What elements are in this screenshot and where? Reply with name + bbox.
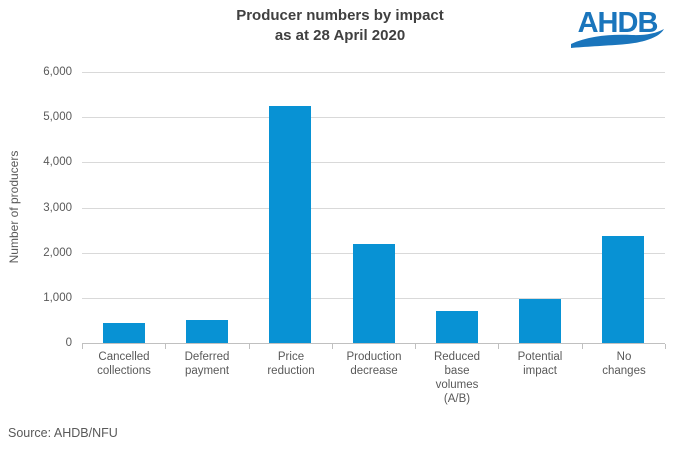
y-tick-label: 4,000 bbox=[43, 156, 72, 168]
bar bbox=[186, 320, 228, 343]
x-axis-tick bbox=[498, 344, 499, 349]
x-axis-tick bbox=[82, 344, 83, 349]
x-category-label: Deferred payment bbox=[184, 351, 230, 377]
chart-title-line1: Producer numbers by impact bbox=[236, 7, 444, 24]
gridline bbox=[82, 208, 665, 209]
x-category-label: Price reduction bbox=[267, 351, 315, 377]
x-category-label: Production decrease bbox=[346, 351, 402, 377]
y-tick-label: 5,000 bbox=[43, 111, 72, 123]
ahdb-logo: AHDB bbox=[571, 7, 664, 48]
ahdb-logo-wave-icon bbox=[571, 29, 664, 48]
x-category-label: Potential impact bbox=[517, 351, 563, 377]
chart-title: Producer numbers by impact as at 28 Apri… bbox=[0, 6, 680, 46]
x-axis-tick bbox=[665, 344, 666, 349]
x-axis-line bbox=[82, 343, 665, 344]
x-category-label: No changes bbox=[602, 351, 646, 377]
chart-title-line2: as at 28 April 2020 bbox=[274, 27, 406, 44]
x-axis-tick bbox=[249, 344, 250, 349]
y-tick-label: 6,000 bbox=[43, 66, 72, 78]
y-tick-label: 0 bbox=[65, 337, 72, 349]
plot-area: 0 1,000 2,000 3,000 4,000 5,000 6,000 Cancelled… bbox=[43, 66, 666, 405]
source-text: Source: AHDB/NFU bbox=[8, 426, 118, 440]
y-tick-label: 2,000 bbox=[43, 247, 72, 259]
gridline bbox=[82, 117, 665, 118]
x-category-label: Cancelled collections bbox=[97, 351, 151, 377]
bar bbox=[436, 311, 478, 343]
bar bbox=[353, 244, 395, 343]
ahdb-logo-text: AHDB bbox=[578, 7, 658, 39]
x-axis-tick bbox=[332, 344, 333, 349]
y-tick-label: 3,000 bbox=[43, 202, 72, 214]
bar bbox=[602, 236, 644, 343]
bar bbox=[103, 323, 145, 343]
y-tick-label: 1,000 bbox=[43, 292, 72, 304]
x-axis-tick bbox=[165, 344, 166, 349]
bar bbox=[519, 299, 561, 343]
gridline bbox=[82, 72, 665, 73]
x-category-label: Reduced base volumes (A/B) bbox=[433, 351, 481, 405]
bar bbox=[269, 106, 311, 343]
x-axis-tick bbox=[582, 344, 583, 349]
gridline bbox=[82, 162, 665, 163]
x-axis-tick bbox=[415, 344, 416, 349]
